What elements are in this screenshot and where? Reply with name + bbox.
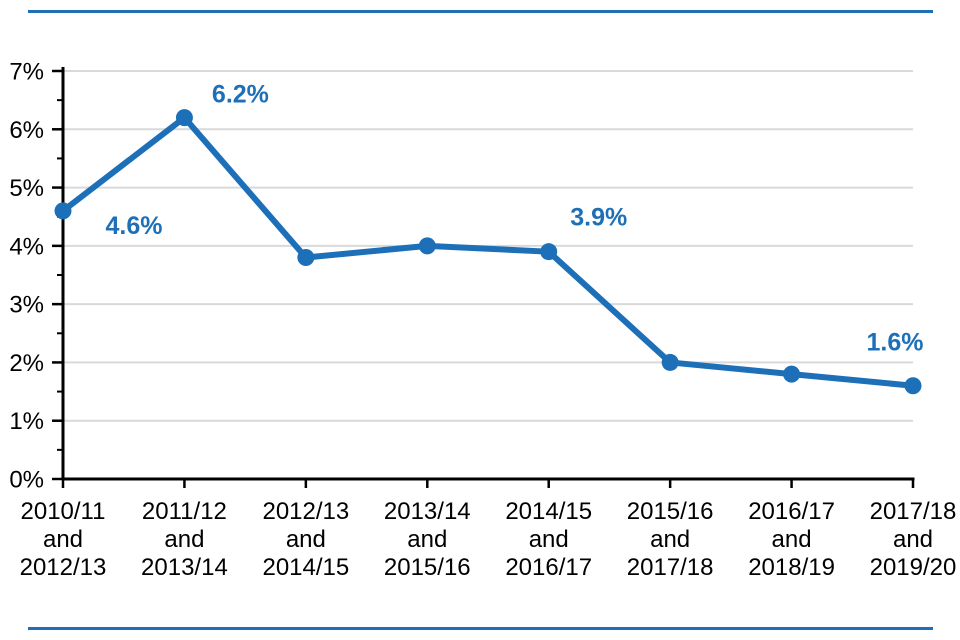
y-axis-tick-labels: 0% 1% 2% 3% 4% 5% 6% 7% (9, 59, 44, 494)
svg-text:4%: 4% (9, 233, 44, 260)
svg-text:6.2%: 6.2% (212, 81, 269, 109)
data-point-labels: 4.6% 6.2% 3.9% 1.6% (106, 81, 924, 357)
svg-text:6%: 6% (9, 117, 44, 144)
svg-text:4.6%: 4.6% (106, 212, 163, 240)
svg-text:2%: 2% (9, 350, 44, 377)
x-axis-tick-labels: 2010/11 and 2012/13 2011/12 and 2013/14 2012/1… (20, 498, 957, 581)
top-keyline (28, 10, 933, 13)
bottom-keyline (28, 627, 933, 630)
svg-text:0%: 0% (9, 467, 44, 494)
data-series-line (54, 109, 922, 395)
svg-text:3%: 3% (9, 292, 44, 319)
svg-text:1.6%: 1.6% (867, 329, 924, 357)
svg-text:1%: 1% (9, 408, 44, 435)
svg-text:3.9%: 3.9% (570, 204, 627, 232)
svg-text:7%: 7% (9, 59, 44, 86)
axes (52, 67, 915, 488)
svg-text:5%: 5% (9, 175, 44, 202)
